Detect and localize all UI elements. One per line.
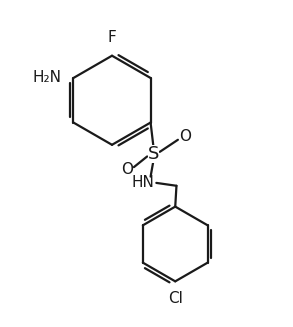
Text: O: O (179, 129, 191, 145)
Text: Cl: Cl (168, 291, 183, 306)
Text: S: S (148, 145, 159, 163)
Text: HN: HN (132, 175, 155, 190)
Text: F: F (108, 30, 116, 45)
Text: H₂N: H₂N (33, 71, 62, 85)
Text: O: O (122, 163, 134, 178)
